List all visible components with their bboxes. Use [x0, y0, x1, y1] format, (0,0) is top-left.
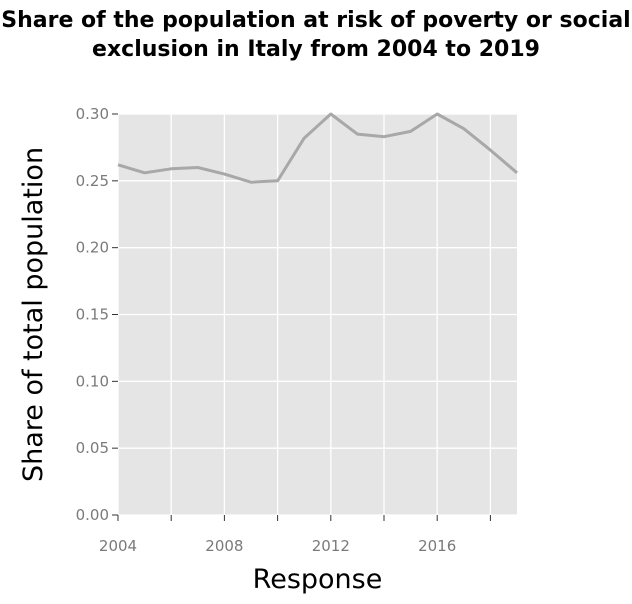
y-axis-title: Share of total population — [18, 147, 49, 482]
y-tick-label: 0.25 — [76, 172, 109, 190]
series-layer — [117, 112, 518, 184]
y-tick-label: 0.05 — [76, 439, 109, 457]
chart-title: Share of the population at risk of pover… — [1, 8, 631, 62]
y-tick-label: 0.15 — [76, 306, 109, 324]
y-tick-label: 0.00 — [76, 506, 109, 524]
x-tick-label: 2008 — [205, 537, 243, 555]
y-tick-label: 0.30 — [76, 105, 109, 123]
x-tick-label: 2004 — [99, 537, 137, 555]
x-tick-label: 2012 — [312, 537, 350, 555]
y-tick-label: 0.20 — [76, 239, 109, 257]
axes: 0.00 0.05 0.10 0.15 0.20 0.25 0.30 2004 2008 2012… — [76, 105, 491, 555]
y-tick-label: 0.10 — [76, 372, 109, 390]
x-tick-label: 2016 — [418, 537, 456, 555]
series-line — [117, 112, 518, 184]
x-axis-title: Response — [253, 564, 383, 595]
